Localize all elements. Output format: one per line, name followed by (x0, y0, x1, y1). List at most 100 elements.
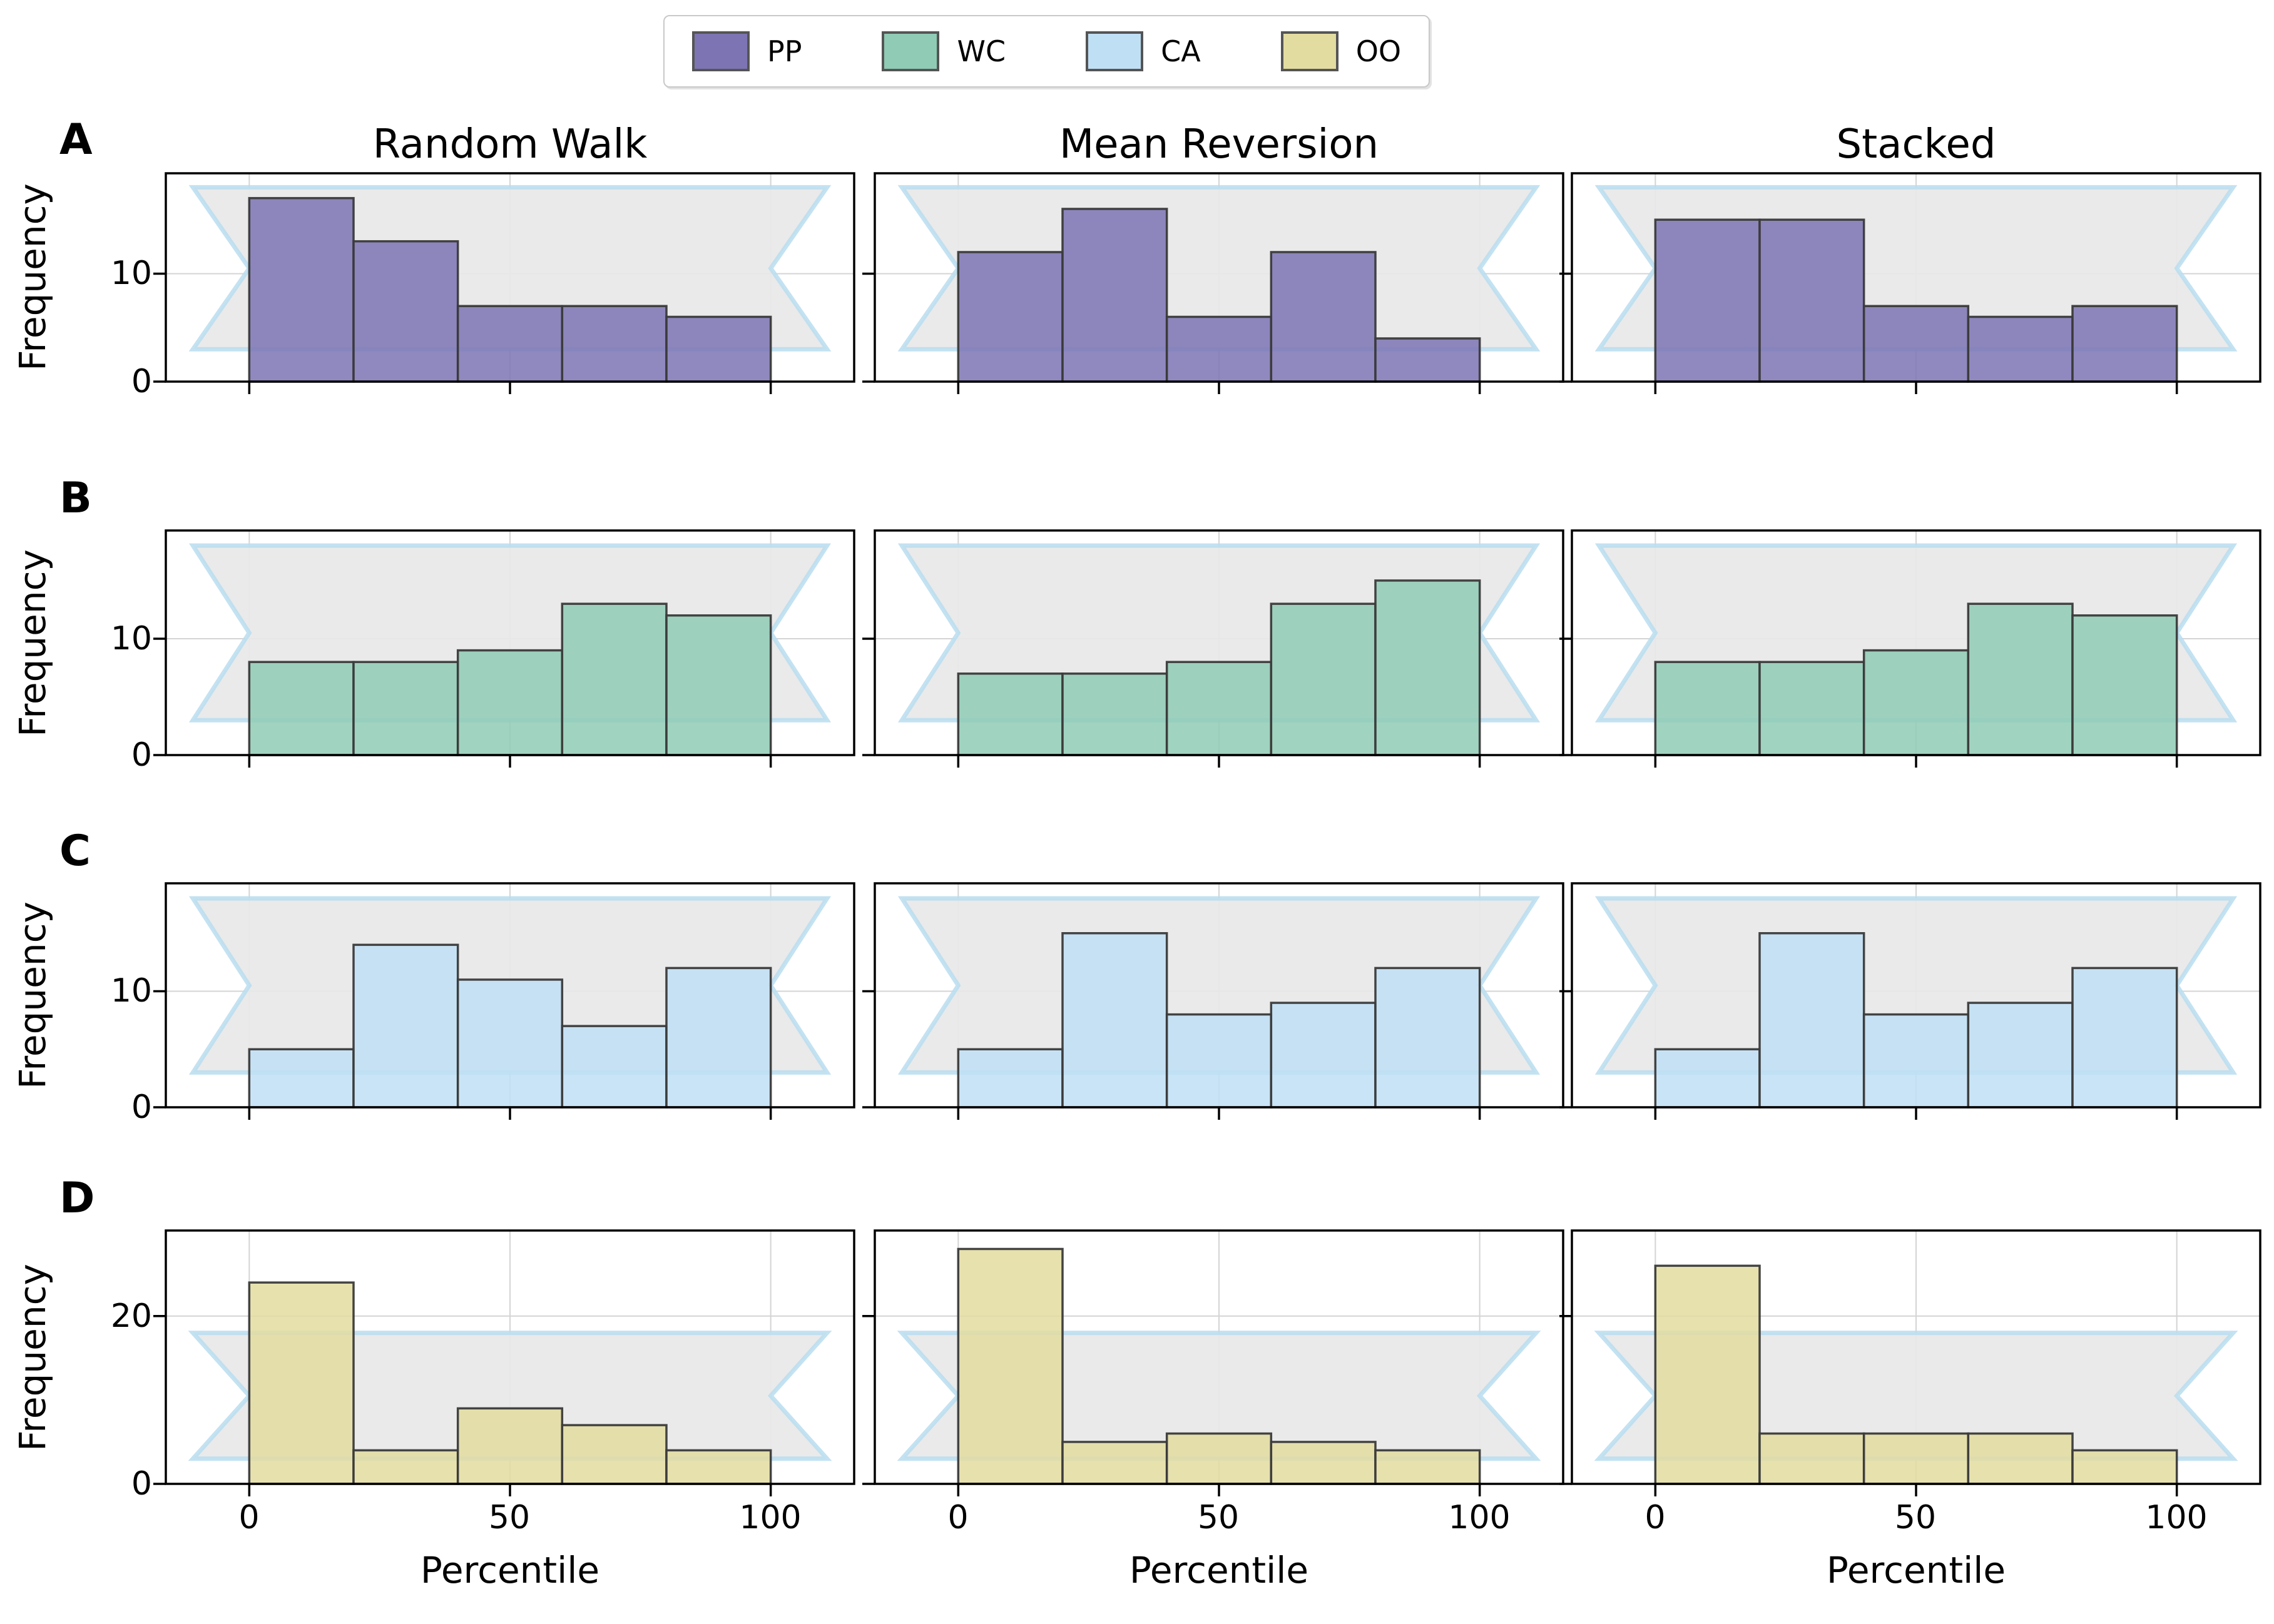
legend-label-pp: PP (767, 34, 802, 68)
legend-item-ca: CA (1086, 31, 1201, 71)
panel-label-b: B (59, 474, 92, 523)
panel-label-c: C (59, 826, 91, 876)
histogram-bars (248, 196, 772, 383)
xtick-col1-0: 0 (238, 1499, 260, 1536)
histogram-bars (1654, 218, 2178, 383)
subplot-d-random-walk (153, 1229, 855, 1496)
histogram-bar (248, 1048, 355, 1109)
subplot-d-mean-reversion (862, 1229, 1564, 1496)
legend-label-oo: OO (1355, 34, 1402, 68)
legend-swatch-pp (692, 31, 750, 71)
tick-marks (153, 1315, 772, 1496)
xtick-col2-50: 50 (1197, 1499, 1240, 1536)
y-axis-label-row-d: Frequency (11, 1264, 54, 1451)
histogram-bar (1061, 208, 1168, 383)
histogram-bar (352, 240, 459, 383)
legend-item-oo: OO (1280, 31, 1402, 71)
histogram-bar (1862, 649, 1970, 756)
histogram-bar (352, 943, 459, 1109)
xtick-col1-100: 100 (739, 1499, 802, 1536)
histogram-bar (1967, 1432, 2074, 1485)
subplot-b-stacked (1559, 529, 2261, 768)
y-axis-label-row-a: Frequency (11, 183, 54, 371)
ytick-a-10: 10 (110, 255, 152, 292)
tick-marks (153, 990, 772, 1120)
histogram-bar (1270, 602, 1377, 756)
histogram-bars (248, 943, 772, 1109)
histogram-bar (1862, 1432, 1970, 1485)
histogram-bar (1654, 218, 1761, 383)
histogram-bars (957, 208, 1481, 383)
subplot-a-random-walk (153, 172, 855, 394)
histogram-bar (248, 196, 355, 383)
histogram-bar (1654, 1048, 1761, 1109)
histogram-bar (1758, 932, 1865, 1109)
column-title-mean-reversion: Mean Reversion (1059, 121, 1379, 168)
subplot-c-random-walk (153, 882, 855, 1120)
legend-label-ca: CA (1161, 34, 1201, 68)
ytick-c-10: 10 (110, 972, 152, 1010)
subplot-d-stacked (1559, 1229, 2261, 1496)
x-axis-label-col1: Percentile (420, 1549, 600, 1591)
legend-label-wc: WC (957, 34, 1006, 68)
histogram-bar (665, 967, 772, 1109)
histogram-bar (665, 1449, 772, 1485)
column-title-random-walk: Random Walk (372, 121, 648, 168)
histogram-bar (2071, 1449, 2178, 1485)
histogram-bar (1374, 1449, 1481, 1485)
subplot-b-random-walk (153, 529, 855, 768)
x-axis-label-col2: Percentile (1129, 1549, 1309, 1591)
histogram-bars (248, 1281, 772, 1485)
tick-marks (862, 637, 1481, 768)
histogram-bar (1270, 1441, 1377, 1485)
histogram-bar (352, 1449, 459, 1485)
histogram-bar (1165, 1432, 1273, 1485)
histogram-bar (1374, 337, 1481, 383)
histogram-bars (1654, 1264, 2178, 1485)
histogram-bar (957, 1048, 1064, 1109)
histogram-bar (1374, 967, 1481, 1109)
histogram-bar (1758, 661, 1865, 756)
histogram-bar (248, 1281, 355, 1485)
tick-marks (862, 1315, 1481, 1496)
histogram-bar (1758, 218, 1865, 383)
histogram-bar (1654, 1264, 1761, 1485)
legend-swatch-oo (1280, 31, 1338, 71)
legend-swatch-ca (1086, 31, 1144, 71)
histogram-bars (1654, 932, 2178, 1109)
ytick-b-10: 10 (110, 620, 152, 657)
histogram-bar (456, 1407, 564, 1485)
xtick-col3-100: 100 (2145, 1499, 2208, 1536)
legend-swatch-wc (882, 31, 940, 71)
histogram-bar (2071, 614, 2178, 756)
histogram-bar (1165, 315, 1273, 383)
histogram-bar (1165, 1013, 1273, 1109)
histogram-bar (1061, 932, 1168, 1109)
histogram-bar (1862, 1013, 1970, 1109)
histogram-bar (561, 305, 668, 383)
xtick-col1-50: 50 (488, 1499, 531, 1536)
histogram-bar (665, 614, 772, 756)
histogram-bar (665, 315, 772, 383)
histogram-bar (2071, 305, 2178, 383)
histogram-bar (1061, 672, 1168, 756)
histogram-bar (561, 1025, 668, 1109)
histogram-bar (1270, 251, 1377, 383)
tick-marks (1559, 272, 2178, 394)
x-axis-label-col3: Percentile (1826, 1549, 2006, 1591)
xtick-col3-50: 50 (1894, 1499, 1937, 1536)
tick-marks (153, 272, 772, 394)
tick-marks (1559, 990, 2178, 1120)
histogram-bar (1374, 579, 1481, 756)
histogram-bar (352, 661, 459, 756)
subplot-a-mean-reversion (862, 172, 1564, 394)
histogram-bars (1654, 602, 2178, 756)
legend-item-wc: WC (882, 31, 1006, 71)
histogram-bar (561, 602, 668, 756)
ytick-d-0: 0 (131, 1465, 152, 1503)
histogram-bar (1758, 1432, 1865, 1485)
xtick-col3-0: 0 (1644, 1499, 1666, 1536)
ytick-a-0: 0 (131, 363, 152, 400)
histogram-bars (957, 579, 1481, 756)
histogram-bars (957, 1247, 1481, 1485)
